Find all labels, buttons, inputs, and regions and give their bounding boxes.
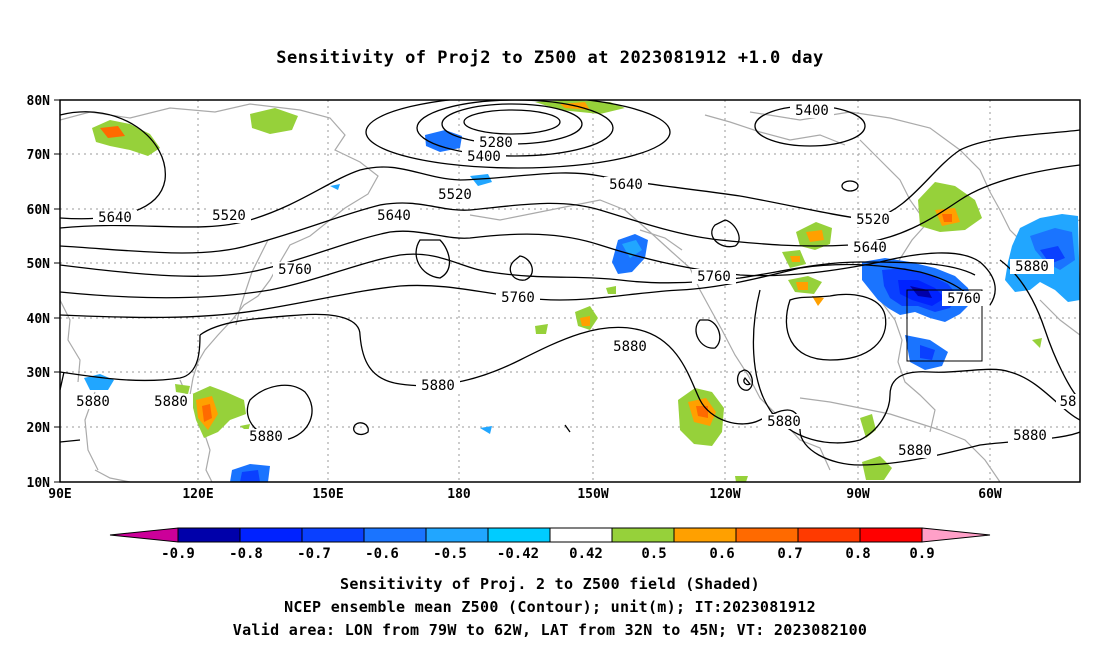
- lon-label: 90E: [48, 487, 71, 502]
- lon-label: 180: [447, 487, 471, 502]
- contour-label: 5880: [154, 394, 188, 410]
- colorbar-label: -0.6: [365, 546, 399, 562]
- colorbar-label: -0.8: [229, 546, 263, 562]
- contour-label: 5640: [377, 208, 411, 224]
- caption-line-2: NCEP ensemble mean Z500 (Contour); unit(…: [284, 598, 816, 616]
- contour-label: 5400: [467, 149, 501, 165]
- latitude-labels: 80N 70N 60N 50N 40N 30N 20N 10N: [27, 94, 51, 491]
- colorbar-cell: [735, 527, 799, 543]
- colorbar-cell: [425, 527, 489, 543]
- lat-label: 20N: [27, 421, 51, 436]
- lon-label: 120W: [709, 487, 740, 502]
- longitude-labels: 90E 120E 150E 180 150W 120W 90W 60W: [48, 487, 1002, 502]
- contour-label: 5880: [249, 429, 283, 445]
- colorbar-cell: [487, 527, 551, 543]
- gridlines: [60, 100, 1080, 482]
- axis-ticks: [54, 99, 60, 483]
- colorbar-label: 0.7: [777, 546, 802, 562]
- contour-label: 5400: [795, 103, 829, 119]
- colorbar-label: -0.9: [161, 546, 195, 562]
- colorbar-cell: [797, 527, 861, 543]
- colorbar-label: 0.6: [709, 546, 734, 562]
- colorbar-cell: [549, 527, 613, 543]
- contour-label: 5880: [421, 378, 455, 394]
- contour-label: 5760: [501, 290, 535, 306]
- colorbar-cell: [611, 527, 675, 543]
- lat-label: 50N: [27, 257, 51, 272]
- colorbar-left-triangle: [109, 527, 179, 543]
- lat-label: 30N: [27, 366, 51, 381]
- contour-label: 5880: [76, 394, 110, 410]
- colorbar-cell: [363, 527, 427, 543]
- z500-contours: [60, 100, 1080, 466]
- contour-label: 58: [1060, 394, 1077, 410]
- colorbar-cell: [239, 527, 303, 543]
- contour-label: 5520: [212, 208, 246, 224]
- colorbar-cell: [301, 527, 365, 543]
- lon-label: 120E: [182, 487, 213, 502]
- contour-label: 5760: [697, 269, 731, 285]
- contour-label: 5280: [479, 135, 513, 151]
- lat-label: 70N: [27, 148, 51, 163]
- contour-label: 5640: [853, 240, 887, 256]
- colorbar-label: 0.8: [845, 546, 870, 562]
- contour-label: 5880: [767, 414, 801, 430]
- contour-label: 5880: [1015, 259, 1049, 275]
- contour-label: 5880: [898, 443, 932, 459]
- colorbar-label: 0.5: [641, 546, 666, 562]
- contour-label: 5640: [609, 177, 643, 193]
- colorbar-label: 0.9: [909, 546, 934, 562]
- caption-line-3: Valid area: LON from 79W to 62W, LAT fro…: [232, 621, 868, 639]
- lat-label: 60N: [27, 203, 51, 218]
- contour-label: 5760: [278, 262, 312, 278]
- colorbar-label: -0.7: [297, 546, 331, 562]
- lat-label: 10N: [27, 476, 51, 491]
- colorbar-cell: [177, 527, 241, 543]
- lat-label: 40N: [27, 312, 51, 327]
- contour-label: 5640: [98, 210, 132, 226]
- colorbar-label: -0.42: [497, 546, 539, 562]
- colorbar-label: 0.42: [569, 546, 603, 562]
- colorbar-label: -0.5: [433, 546, 467, 562]
- colorbar-cell: [859, 527, 923, 543]
- lon-label: 150E: [312, 487, 343, 502]
- contour-label: 5520: [856, 212, 890, 228]
- caption-line-1: Sensitivity of Proj. 2 to Z500 field (Sh…: [340, 575, 760, 593]
- valid-area-box: [906, 289, 983, 362]
- colorbar-right-triangle: [921, 527, 991, 543]
- contour-labels: 5400 5280 5400 5520 5640 5640 5520 5640 …: [71, 103, 1080, 459]
- contour-label: 5880: [1013, 428, 1047, 444]
- map-frame: [59, 99, 1081, 483]
- lon-label: 150W: [577, 487, 608, 502]
- lon-label: 90W: [846, 487, 870, 502]
- lat-label: 80N: [27, 94, 51, 109]
- contour-label: 5520: [438, 187, 472, 203]
- lon-label: 60W: [978, 487, 1002, 502]
- map-title: Sensitivity of Proj2 to Z500 at 20230819…: [276, 48, 824, 68]
- colorbar-cell: [673, 527, 737, 543]
- contour-label: 5880: [613, 339, 647, 355]
- contour-label: 5760: [947, 291, 981, 307]
- colorbar: -0.9 -0.8 -0.7 -0.6 -0.5 -0.42 0.42 0.5 …: [109, 527, 991, 562]
